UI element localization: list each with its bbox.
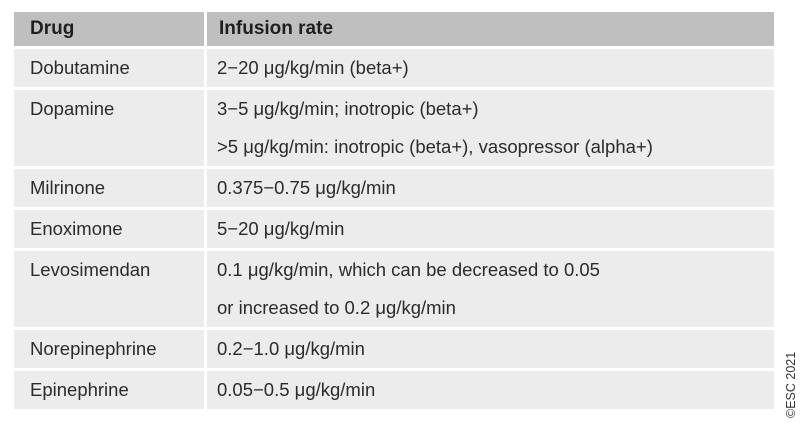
drug-cell: Levosimendan bbox=[14, 251, 204, 330]
drug-name: Norepinephrine bbox=[30, 338, 157, 359]
rate-cell: 3−5 μg/kg/min; inotropic (beta+) >5 μg/k… bbox=[204, 90, 774, 169]
drug-cell: Milrinone bbox=[14, 169, 204, 210]
column-header-infusion-rate: Infusion rate bbox=[204, 12, 774, 49]
table-row: Norepinephrine 0.2−1.0 μg/kg/min bbox=[14, 330, 774, 371]
rate-text: >5 μg/kg/min: inotropic (beta+), vasopre… bbox=[217, 136, 653, 157]
infusion-rate-table: Drug Infusion rate Dobutamine 2−20 μg/kg… bbox=[14, 12, 774, 412]
drug-name: Epinephrine bbox=[30, 379, 129, 400]
drug-name: Milrinone bbox=[30, 177, 106, 198]
drug-cell: Dopamine bbox=[14, 90, 204, 169]
table-row: Enoximone 5−20 μg/kg/min bbox=[14, 210, 774, 251]
drug-cell: Norepinephrine bbox=[14, 330, 204, 371]
drug-cell: Epinephrine bbox=[14, 371, 204, 412]
rate-text: 2−20 μg/kg/min (beta+) bbox=[217, 57, 409, 78]
rate-text: 0.05−0.5 μg/kg/min bbox=[217, 379, 376, 400]
rate-text: or increased to 0.2 μg/kg/min bbox=[217, 297, 456, 318]
column-header-drug: Drug bbox=[14, 12, 204, 49]
rate-cell: 2−20 μg/kg/min (beta+) bbox=[204, 49, 774, 90]
rate-cell: 0.1 μg/kg/min, which can be decreased to… bbox=[204, 251, 774, 330]
rate-cell: 0.2−1.0 μg/kg/min bbox=[204, 330, 774, 371]
table-row: Milrinone 0.375−0.75 μg/kg/min bbox=[14, 169, 774, 210]
drug-name: Enoximone bbox=[30, 218, 123, 239]
drug-cell: Enoximone bbox=[14, 210, 204, 251]
rate-text: 3−5 μg/kg/min; inotropic (beta+) bbox=[217, 98, 479, 119]
rate-text: 0.375−0.75 μg/kg/min bbox=[217, 177, 396, 198]
rate-cell: 0.375−0.75 μg/kg/min bbox=[204, 169, 774, 210]
rate-cell: 0.05−0.5 μg/kg/min bbox=[204, 371, 774, 412]
table-row: Dobutamine 2−20 μg/kg/min (beta+) bbox=[14, 49, 774, 90]
table-row: Dopamine 3−5 μg/kg/min; inotropic (beta+… bbox=[14, 90, 774, 169]
table-header-row: Drug Infusion rate bbox=[14, 12, 774, 49]
drug-name: Dobutamine bbox=[30, 57, 130, 78]
table-row: Levosimendan 0.1 μg/kg/min, which can be… bbox=[14, 251, 774, 330]
rate-text: 5−20 μg/kg/min bbox=[217, 218, 345, 239]
rate-text: 0.2−1.0 μg/kg/min bbox=[217, 338, 365, 359]
rate-cell: 5−20 μg/kg/min bbox=[204, 210, 774, 251]
rate-text: 0.1 μg/kg/min, which can be decreased to… bbox=[217, 259, 600, 280]
drug-name: Dopamine bbox=[30, 98, 115, 119]
drug-cell: Dobutamine bbox=[14, 49, 204, 90]
table-row: Epinephrine 0.05−0.5 μg/kg/min bbox=[14, 371, 774, 412]
drug-name: Levosimendan bbox=[30, 259, 151, 280]
copyright-notice: ©ESC 2021 bbox=[784, 351, 798, 418]
